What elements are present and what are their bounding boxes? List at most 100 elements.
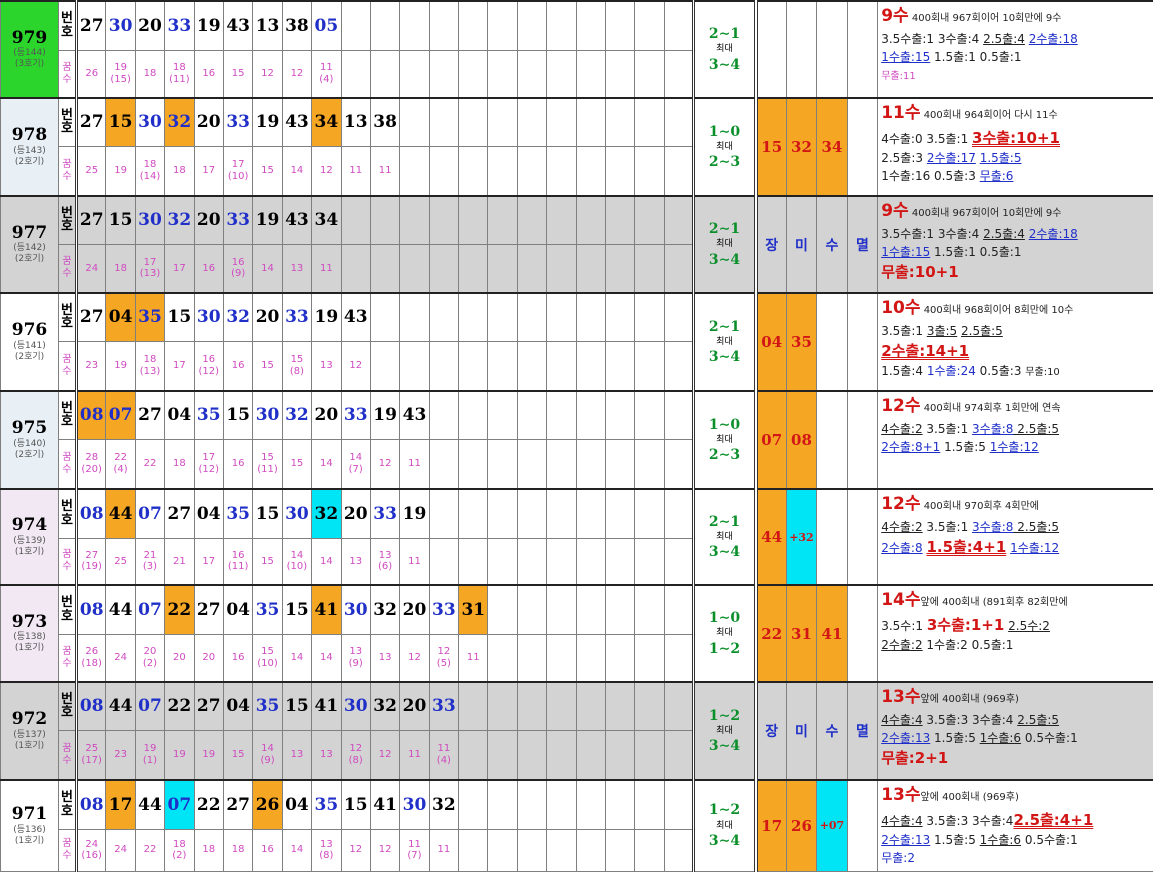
gap-value: 12 <box>369 438 401 490</box>
label-gap-top: 꿈 <box>62 256 72 268</box>
empty-cell <box>634 729 665 781</box>
empty-cell <box>458 488 489 539</box>
empty-cell <box>428 390 460 440</box>
gap-value: 25 <box>74 145 107 197</box>
gap-value: 15 (8) <box>281 340 313 392</box>
notes-segment: 1.5출:1 0.5출:1 <box>930 49 1022 64</box>
label-number-bottom: 호 <box>61 414 73 430</box>
gap-value: 22 (4) <box>105 438 136 490</box>
gap-value: 14 (9) <box>252 729 283 781</box>
draw-row-numbers: 973 (등138) (1호기) 번 호 08 44 07 22 27 04 35 15 41 30 32 20… <box>0 584 1153 683</box>
gap-value: 11 <box>428 828 460 872</box>
gap-range-max-label: 최대 <box>716 336 733 347</box>
empty-cell <box>369 195 401 245</box>
gap-count: 13 <box>319 360 333 371</box>
notes-line: 2수출:14+1 <box>881 340 1153 363</box>
empty-cell <box>487 779 518 830</box>
gap-count: 18 <box>173 62 186 74</box>
gap-count: 19 <box>173 749 186 760</box>
ball-number: 35 <box>252 584 283 635</box>
ball-number: 27 <box>74 0 107 51</box>
round-sub-rank: (등143) <box>13 145 46 156</box>
label-gap-bottom: 수 <box>62 73 72 85</box>
ball-number: 32 <box>369 681 401 731</box>
label-number-bottom: 호 <box>61 121 73 137</box>
round-sub-rank: (등138) <box>13 632 46 643</box>
gap-subcount: (10) <box>257 657 278 669</box>
gap-count: 11 <box>349 165 363 176</box>
notes-segment: 4수출:2 <box>881 519 923 534</box>
ball-number: 20 <box>340 488 371 539</box>
empty-cell <box>428 97 460 147</box>
round-cell: 972 (등137) (1호기) <box>0 681 59 781</box>
gap-range-top: 2∼1 <box>708 221 741 238</box>
ball-number: 32 <box>311 488 342 539</box>
notes-segment: 967회이어 10회만에 9수 <box>952 13 1062 24</box>
empty-cell <box>428 537 460 586</box>
ball-number: 27 <box>193 681 224 731</box>
jang-label: 미 <box>785 195 818 294</box>
gap-value: 19 <box>164 729 195 781</box>
ball-number: 17 <box>105 779 136 830</box>
empty-cell <box>428 340 460 392</box>
ball-number: 08 <box>74 584 107 635</box>
ball-number: 43 <box>222 0 254 51</box>
draw-row-gaps: 꿈 수 27 (19) 25 21 (3) 21 17 16 (11) 15 14 (10) 14 13 13(… <box>1 537 1153 586</box>
gap-count: 14 <box>319 458 333 469</box>
gap-value: 20 (2) <box>134 633 166 683</box>
gap-count: 13 <box>378 652 392 663</box>
gap-subcount: (9) <box>231 268 246 280</box>
ball-number: 19 <box>193 0 224 51</box>
draw-row-gaps: 꿈 수 25 (17) 23 19 (1) 19 19 15 14 (9) 13 13 12 (8) 12 11 1… <box>1 729 1153 781</box>
ball-number: 04 <box>193 488 224 539</box>
gap-count: 25 <box>85 165 99 176</box>
empty-cell <box>458 779 489 830</box>
notes-segment: 1수출:16 0.5출:3 <box>881 169 980 183</box>
gap-value: 13 (9) <box>340 633 371 683</box>
empty-cell <box>369 292 401 342</box>
notes-cell: 12수 400회내 974회후 1회만에 연속 4수출:2 3.5출:1 3수출… <box>877 390 1153 490</box>
label-gap-top: 꿈 <box>62 549 72 561</box>
gap-count: 17 <box>231 159 245 171</box>
ball-number: 20 <box>134 0 166 51</box>
gap-value: 14 <box>311 633 342 683</box>
empty-cell <box>663 729 696 781</box>
notes-segment: 무출:2 <box>881 851 915 865</box>
gap-count: 16 <box>261 844 274 856</box>
empty-cell <box>634 779 665 830</box>
label-number-bottom: 호 <box>61 705 73 721</box>
gap-range: 1∼2 최대 3∼4 <box>693 779 757 872</box>
ball-number: 41 <box>369 779 401 830</box>
gap-value: 13 <box>369 633 401 683</box>
gap-range-bottom: 2∼3 <box>708 447 741 464</box>
gap-value: 11 <box>369 145 401 197</box>
notes-segment: 11수 <box>881 103 921 123</box>
empty-cell <box>458 681 489 731</box>
notes-segment: 2수출:2 <box>881 638 923 652</box>
notes-line: 10수 400회내 968회이어 8회만에 10수 <box>881 296 1153 322</box>
ball-number: 13 <box>340 97 371 147</box>
ball-number: 20 <box>252 292 283 342</box>
notes-segment: 무출:10 <box>1025 367 1060 378</box>
ball-number: 27 <box>74 97 107 147</box>
notes-segment: 13수 <box>881 687 921 707</box>
ball-number: 20 <box>399 681 430 731</box>
ball-number: 04 <box>281 779 313 830</box>
empty-cell <box>546 145 577 197</box>
empty-cell <box>663 488 696 539</box>
ball-number: 34 <box>311 97 342 147</box>
gap-value: 15 <box>252 537 283 586</box>
gap-value: 15 (11) <box>252 438 283 490</box>
round-sub-rank: (등144) <box>13 48 46 59</box>
gap-count: 16 <box>231 652 245 663</box>
gap-count: 17 <box>202 165 216 176</box>
ball-number: 15 <box>105 195 136 245</box>
gap-value: 21 <box>164 537 195 586</box>
empty-cell <box>399 49 430 99</box>
empty-cell <box>663 145 696 197</box>
notes-line: 4수출:4 3.5출:3 3수출:42.5출:4+1 <box>881 809 1153 832</box>
gap-range-top: 1∼0 <box>708 610 741 627</box>
